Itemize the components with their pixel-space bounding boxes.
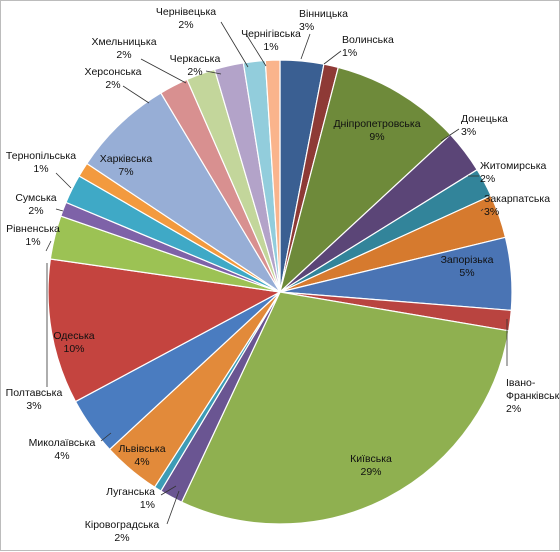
pie-slice-8 — [180, 291, 510, 525]
slice-label-7: Івано-Франківська 2% — [506, 377, 560, 415]
slice-label-16: Сумська 2% — [15, 192, 56, 217]
pie-slice-23 — [264, 59, 281, 293]
leader-line-17 — [55, 172, 72, 189]
slice-label-4: Житомирська 2% — [480, 160, 547, 185]
slice-label-15: Рівненська 1% — [6, 223, 60, 248]
leader-line-21 — [205, 70, 222, 75]
slice-label-18: Харківська 7% — [100, 153, 153, 178]
slice-label-8: Київська 29% — [350, 453, 392, 478]
slice-label-14: Полтавська 3% — [6, 387, 63, 412]
slice-label-23: Чернігівська 1% — [241, 28, 301, 53]
slice-label-22: Чернівецька 2% — [156, 6, 216, 31]
slice-label-2: Дніпропетровська 9% — [333, 118, 420, 143]
slice-label-9: Кіровоградська 2% — [85, 519, 160, 544]
pie-slice-13 — [47, 258, 282, 403]
slice-label-1: Волинська 1% — [342, 34, 394, 59]
pie-slice-18 — [86, 92, 281, 293]
slice-label-12: Миколаївська 4% — [29, 437, 96, 462]
slice-label-3: Донецька 3% — [461, 113, 508, 138]
leader-line-22 — [220, 21, 249, 68]
leader-line-3 — [440, 128, 460, 142]
leader-line-12 — [100, 432, 112, 442]
slice-label-19: Херсонська 2% — [84, 66, 141, 91]
leader-line-5 — [480, 208, 484, 212]
leader-line-0 — [300, 33, 311, 60]
slice-label-11: Львівська 4% — [118, 443, 165, 468]
slice-label-17: Тернопільська 1% — [6, 150, 76, 175]
slice-label-13: Одеська 10% — [53, 330, 94, 355]
leader-line-16 — [55, 208, 64, 212]
slice-label-20: Хмельницька 2% — [91, 36, 156, 61]
leader-line-10 — [160, 485, 177, 496]
leader-line-15 — [45, 240, 52, 252]
leader-line-19 — [122, 85, 150, 104]
leader-line-23 — [245, 33, 267, 67]
slice-label-5: Закарпатська 3% — [484, 193, 550, 218]
slice-label-6: Запорізька 5% — [441, 254, 494, 279]
pie-slice-2 — [278, 66, 452, 294]
slice-label-10: Луганська 1% — [106, 486, 155, 511]
leader-line-1 — [323, 50, 342, 65]
slice-label-0: Вінницька 3% — [299, 8, 348, 33]
slice-label-21: Черкаська 2% — [170, 53, 221, 78]
leader-line-20 — [140, 58, 187, 84]
leader-line-9 — [166, 490, 180, 525]
